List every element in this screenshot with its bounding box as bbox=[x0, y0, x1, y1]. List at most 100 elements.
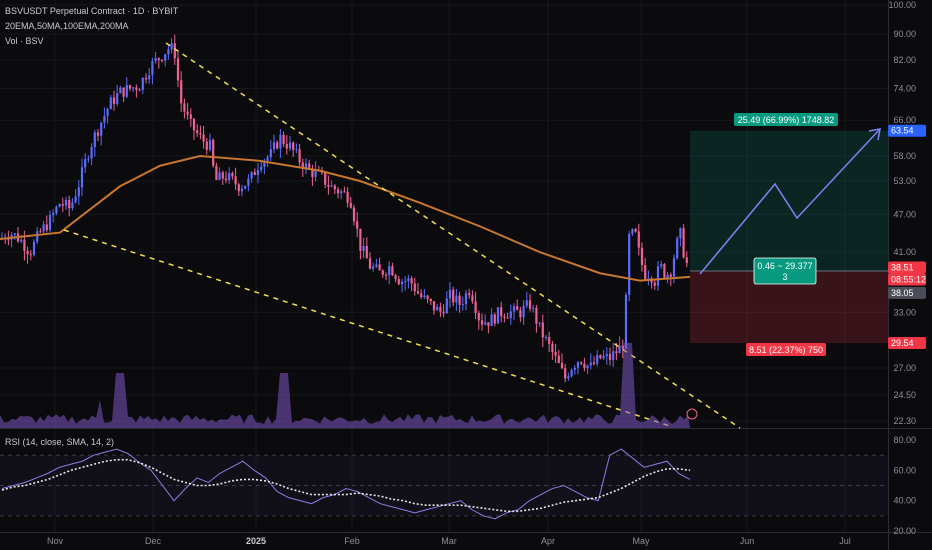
candle-body bbox=[554, 351, 557, 356]
candle-body bbox=[308, 163, 311, 169]
candle-body bbox=[26, 251, 29, 255]
candle-body bbox=[420, 293, 423, 298]
candle-body bbox=[228, 173, 231, 181]
price-level-tag-bg bbox=[888, 286, 926, 299]
candle-body bbox=[679, 228, 682, 239]
candle-body bbox=[151, 61, 154, 76]
rsi-line bbox=[1, 448, 691, 520]
price-tick-label: 74.00 bbox=[893, 83, 916, 93]
candle-body bbox=[234, 176, 237, 185]
volume-legend: Vol · BSV bbox=[5, 36, 44, 46]
candle-body bbox=[45, 224, 48, 231]
candle-body bbox=[676, 238, 679, 259]
candle-body bbox=[346, 191, 349, 203]
time-tick-label: May bbox=[632, 536, 650, 546]
candle-body bbox=[58, 204, 61, 207]
candle-body bbox=[148, 75, 151, 80]
candle-body bbox=[109, 97, 112, 110]
candle-body bbox=[138, 89, 141, 91]
candle-body bbox=[525, 300, 528, 306]
candle-body bbox=[112, 97, 116, 104]
candle-body bbox=[416, 291, 420, 294]
candle-body bbox=[189, 114, 192, 119]
candle-body bbox=[685, 257, 688, 263]
candle-body bbox=[471, 295, 474, 302]
rsi-legend: RSI (14, close, SMA, 14, 2) bbox=[5, 437, 115, 447]
candle-body bbox=[160, 59, 164, 61]
candle-body bbox=[55, 206, 58, 214]
candle-body bbox=[538, 322, 541, 324]
candle-body bbox=[52, 213, 55, 215]
candle-body bbox=[599, 355, 602, 359]
candle-body bbox=[349, 202, 352, 208]
candle-body bbox=[42, 224, 45, 232]
candle-body bbox=[452, 289, 455, 303]
candle-body bbox=[573, 367, 576, 370]
candle-body bbox=[125, 85, 128, 97]
candle-body bbox=[586, 365, 589, 368]
candle-body bbox=[32, 241, 36, 255]
candle-body bbox=[356, 221, 359, 229]
candle-body bbox=[164, 54, 167, 61]
event-icon[interactable] bbox=[686, 408, 698, 420]
candle-body bbox=[64, 199, 68, 206]
time-tick-label: Mar bbox=[441, 536, 457, 546]
candle-body bbox=[240, 188, 244, 192]
candle-body bbox=[394, 275, 397, 280]
rsi-tick-label: 40.00 bbox=[893, 496, 916, 506]
price-tick-label: 90.00 bbox=[893, 29, 916, 39]
price-tick-label: 33.00 bbox=[893, 307, 916, 317]
price-level-tag-bg bbox=[888, 337, 926, 350]
candle-body bbox=[669, 274, 672, 277]
stop-annotation: 8.51 (22.37%) 750 bbox=[749, 345, 823, 355]
candle-body bbox=[570, 369, 573, 377]
candle-body bbox=[170, 43, 173, 50]
candle-body bbox=[119, 87, 122, 94]
candle-body bbox=[528, 300, 532, 309]
entry-annotation-box[interactable] bbox=[753, 257, 817, 285]
candle-body bbox=[144, 77, 148, 80]
candle-body bbox=[410, 278, 413, 284]
rsi-tick-label: 60.00 bbox=[893, 465, 916, 475]
candle-body bbox=[279, 134, 282, 149]
candle-body bbox=[167, 49, 170, 55]
candle-body bbox=[461, 304, 464, 306]
candle-body bbox=[272, 142, 276, 150]
candle-body bbox=[362, 245, 365, 251]
candle-body bbox=[135, 87, 138, 90]
candle-body bbox=[311, 168, 314, 177]
projection-path[interactable] bbox=[699, 128, 881, 275]
candle-body bbox=[541, 322, 544, 338]
rsi-band bbox=[0, 455, 888, 516]
candle-body bbox=[237, 184, 240, 192]
candle-body bbox=[464, 293, 468, 305]
upper-trendline[interactable] bbox=[165, 42, 741, 429]
candle-body bbox=[605, 353, 608, 357]
candle-body bbox=[154, 58, 157, 62]
candle-body bbox=[448, 289, 452, 299]
candle-body bbox=[621, 345, 624, 349]
candle-body bbox=[384, 274, 388, 276]
entry-qty-annotation: 3 bbox=[782, 272, 787, 282]
entry-annotation: 0.46 ~ 29.377 bbox=[757, 261, 812, 271]
candle-body bbox=[413, 283, 416, 292]
candle-body bbox=[372, 266, 375, 269]
candle-body bbox=[388, 266, 391, 276]
price-tick-label: 53.00 bbox=[893, 176, 916, 186]
candle-body bbox=[304, 163, 308, 169]
lower-trendline[interactable] bbox=[63, 229, 671, 427]
candle-body bbox=[368, 258, 372, 269]
candle-body bbox=[244, 185, 247, 189]
candle-body bbox=[404, 281, 407, 283]
candle-body bbox=[218, 172, 221, 180]
candle-body bbox=[432, 301, 436, 311]
profit-zone[interactable] bbox=[690, 130, 888, 272]
candle-body bbox=[500, 307, 503, 317]
candle-body bbox=[484, 322, 487, 325]
candle-body bbox=[580, 362, 583, 364]
candle-body bbox=[496, 307, 500, 324]
candle-body bbox=[23, 239, 26, 252]
candle-body bbox=[352, 207, 356, 222]
